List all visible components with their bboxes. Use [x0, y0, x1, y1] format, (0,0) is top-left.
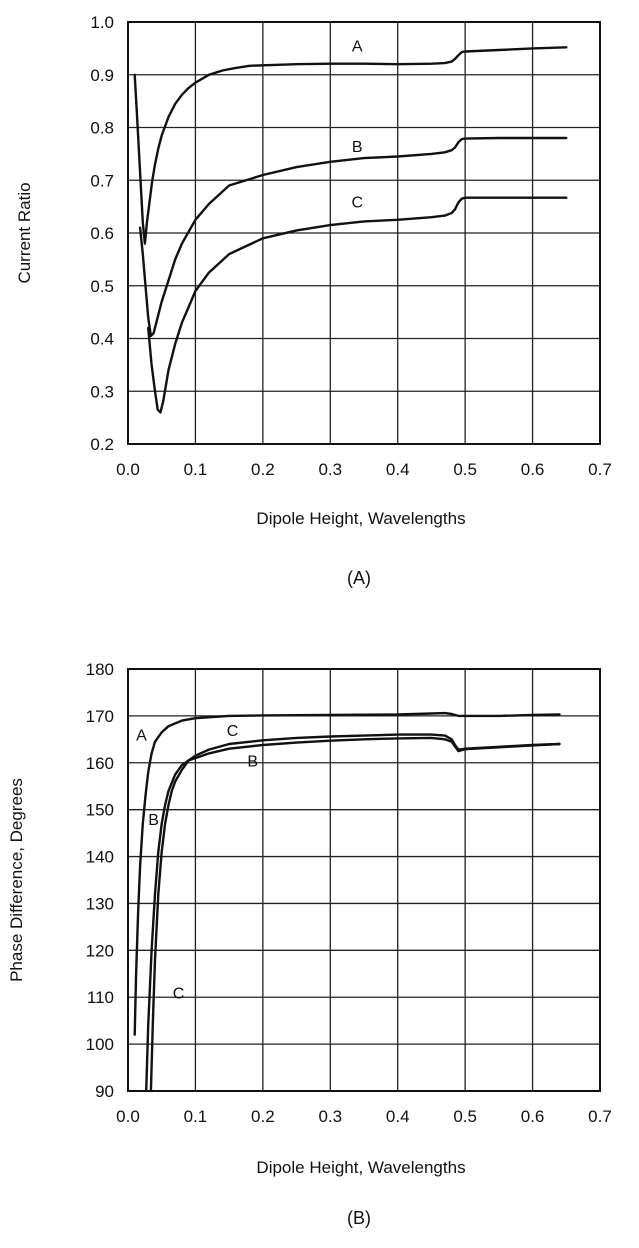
chart-a-series-a-line: [133, 46, 568, 245]
chart-a-y-tick-labels: 0.2 0.3 0.4 0.5 0.6 0.7 0.8 0.9 1.0: [90, 13, 114, 454]
chart-a-y-tick-label: 0.9: [90, 66, 114, 85]
chart-b-x-axis-title: Dipole Height, Wavelengths: [256, 1158, 465, 1177]
chart-a-x-axis-title: Dipole Height, Wavelengths: [256, 509, 465, 528]
chart-a-x-tick-label: 0.6: [521, 460, 545, 479]
chart-a-y-tick-label: 0.7: [90, 171, 114, 190]
chart-b-y-axis-title: Phase Difference, Degrees: [7, 778, 26, 982]
chart-b-x-tick-label: 0.7: [588, 1107, 612, 1126]
chart-b-y-tick-label: 160: [86, 754, 114, 773]
chart-b-x-tick-label: 0.0: [116, 1107, 140, 1126]
chart-b-y-tick-label: 120: [86, 941, 114, 960]
chart-b-grid: [127, 668, 601, 1092]
chart-a-x-tick-label: 0.5: [453, 460, 477, 479]
chart-a-y-tick-label: 0.8: [90, 119, 114, 138]
chart-a-y-tick-label: 0.6: [90, 224, 114, 243]
chart-b-y-tick-labels: 90 100 110 120 130 140 150 160 170 180: [86, 660, 114, 1101]
chart-b-x-tick-label: 0.6: [521, 1107, 545, 1126]
chart-a-y-tick-label: 0.4: [90, 330, 114, 349]
chart-a-panel-label: (A): [347, 568, 371, 588]
chart-b-phase-difference: 0.0 0.1 0.2 0.3 0.4 0.5 0.6 0.7 90 100 110 120 130 1…: [7, 660, 612, 1228]
chart-b-y-tick-label: 150: [86, 801, 114, 820]
chart-a-x-tick-label: 0.0: [116, 460, 140, 479]
chart-a-curve-labels: A B C: [351, 39, 363, 212]
chart-b-y-tick-label: 170: [86, 707, 114, 726]
chart-a-x-tick-label: 0.1: [184, 460, 208, 479]
chart-a-y-tick-label: 0.5: [90, 277, 114, 296]
chart-a-y-tick-label: 0.3: [90, 382, 114, 401]
chart-b-x-tick-label: 0.3: [318, 1107, 342, 1126]
chart-b-y-tick-label: 130: [86, 894, 114, 913]
chart-b-panel-label: (B): [347, 1208, 371, 1228]
chart-b-y-tick-label: 110: [87, 988, 114, 1007]
chart-b-plot-frame: [127, 668, 601, 1092]
chart-b-y-tick-label: 90: [95, 1082, 114, 1101]
chart-b-x-tick-label: 0.1: [184, 1107, 208, 1126]
chart-a-series-b-line: [138, 136, 568, 338]
chart-b-y-tick-label: 180: [86, 660, 114, 679]
chart-b-curve-label: C: [227, 723, 239, 740]
chart-b-x-tick-labels: 0.0 0.1 0.2 0.3 0.4 0.5 0.6 0.7: [116, 1107, 612, 1126]
chart-a-series-c-line: [146, 196, 568, 414]
chart-b-series-c-line: [149, 733, 561, 1093]
chart-a-grid: [127, 21, 601, 445]
chart-b-x-tick-label: 0.4: [386, 1107, 410, 1126]
chart-a-x-tick-label: 0.3: [318, 460, 342, 479]
chart-a-curve-label: B: [352, 139, 363, 156]
chart-a-x-tick-labels: 0.0 0.1 0.2 0.3 0.4 0.5 0.6 0.7: [116, 460, 612, 479]
chart-b-y-tick-label: 100: [86, 1035, 114, 1054]
chart-b-curve-label: B: [247, 753, 258, 770]
chart-a-x-tick-label: 0.2: [251, 460, 275, 479]
chart-b-series-b-line: [144, 736, 561, 1093]
chart-b-curve-label: B: [148, 812, 159, 829]
chart-b-x-tick-label: 0.2: [251, 1107, 275, 1126]
chart-b-curve-label: C: [173, 986, 185, 1003]
chart-b-y-tick-label: 140: [86, 848, 114, 867]
chart-a-current-ratio: 0.0 0.1 0.2 0.3 0.4 0.5 0.6 0.7 0.2 0.3 0.4 0.5 0.6…: [15, 13, 612, 588]
chart-a-x-tick-label: 0.4: [386, 460, 410, 479]
chart-a-plot-frame: [127, 21, 601, 445]
chart-a-y-axis-title: Current Ratio: [15, 182, 34, 283]
chart-a-curve-label: A: [352, 39, 363, 56]
chart-b-series: [133, 711, 561, 1093]
chart-b-series-a-line: [133, 711, 561, 1036]
chart-b-curve-label: A: [136, 728, 147, 745]
chart-a-y-tick-label: 0.2: [90, 435, 114, 454]
chart-a-series: [133, 46, 568, 414]
chart-a-y-tick-label: 1.0: [90, 13, 114, 32]
chart-b-x-tick-label: 0.5: [453, 1107, 477, 1126]
chart-a-curve-label: C: [351, 194, 363, 211]
chart-a-x-tick-label: 0.7: [588, 460, 612, 479]
